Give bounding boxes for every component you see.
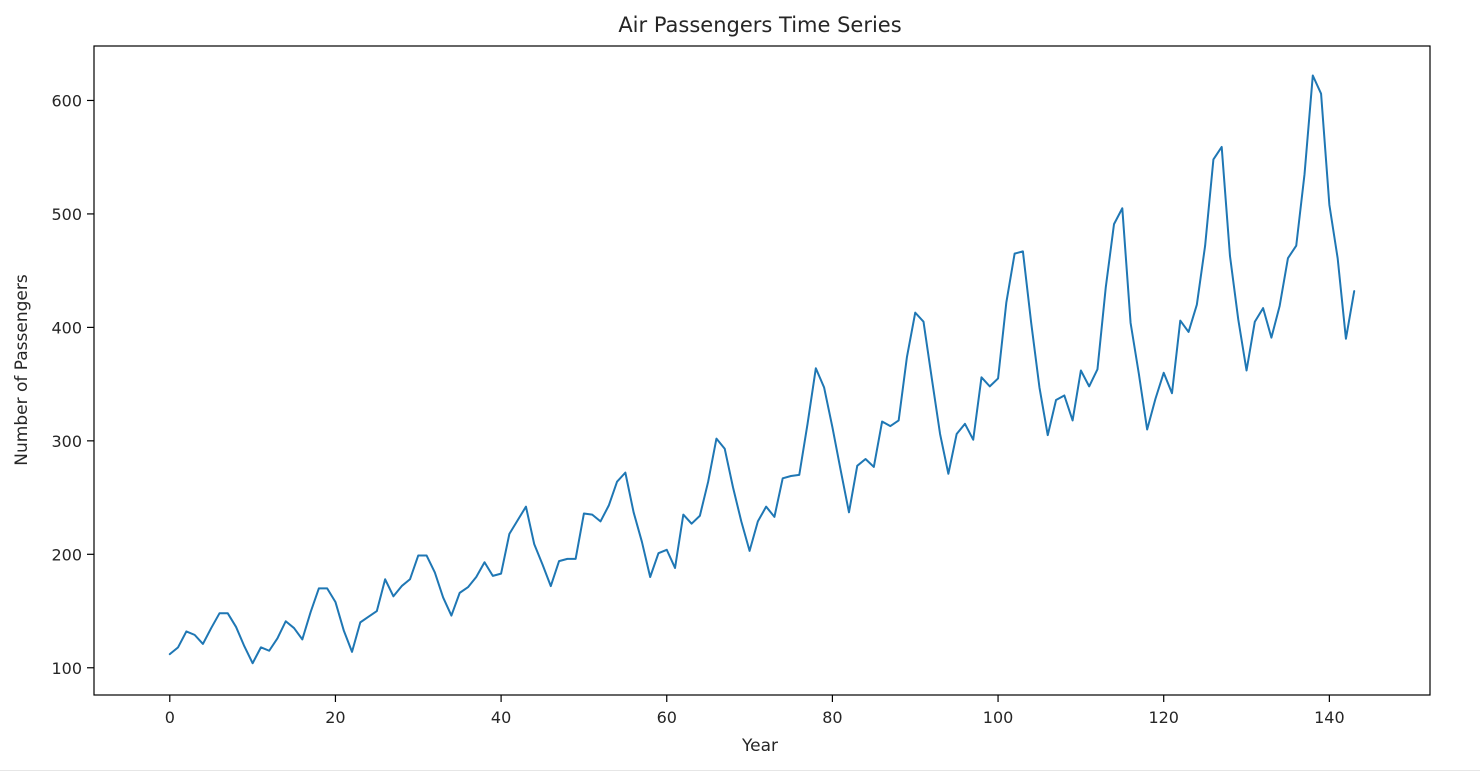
- x-tick-label: 60: [657, 708, 677, 727]
- x-axis: 0 20 40 60 80 100 120 140: [165, 695, 1345, 727]
- series-layer: [168, 74, 1356, 665]
- output-divider: [0, 770, 1480, 771]
- x-tick-label: 100: [983, 708, 1014, 727]
- chart-title: Air Passengers Time Series: [618, 13, 901, 37]
- x-tick-label: 0: [165, 708, 175, 727]
- x-tick-label: 20: [325, 708, 345, 727]
- y-tick-label: 400: [51, 318, 82, 337]
- y-tick-label: 500: [51, 205, 82, 224]
- y-tick-label: 100: [51, 659, 82, 678]
- y-axis: 100 200 300 400 500 600: [51, 91, 94, 678]
- x-tick-label: 40: [491, 708, 511, 727]
- x-axis-label: Year: [741, 736, 778, 756]
- x-tick-label: 80: [822, 708, 842, 727]
- x-tick-label: 140: [1314, 708, 1345, 727]
- y-tick-label: 300: [51, 432, 82, 451]
- plot-area-frame: [93, 45, 1431, 696]
- y-tick-label: 200: [51, 545, 82, 564]
- x-tick-label: 120: [1148, 708, 1179, 727]
- y-axis-label: Number of Passengers: [12, 274, 32, 466]
- y-tick-label: 600: [51, 91, 82, 110]
- series-line: [168, 74, 1356, 665]
